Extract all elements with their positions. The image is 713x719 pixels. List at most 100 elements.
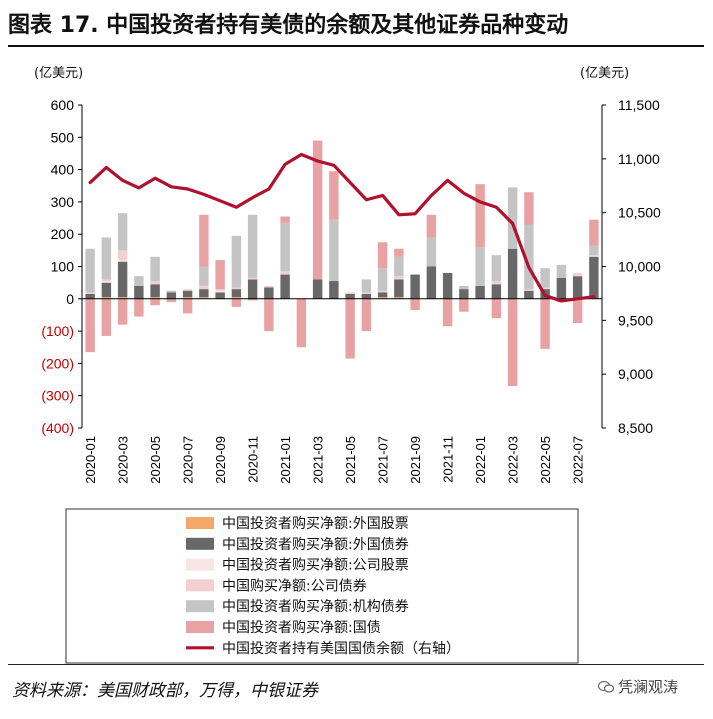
right-tick-label: 11,000 bbox=[618, 151, 660, 167]
bar-foreign_bonds bbox=[426, 266, 437, 299]
x-tick-label: 2020-01 bbox=[83, 436, 98, 484]
bar-agency_bonds bbox=[150, 256, 160, 282]
bar-treasuries bbox=[459, 298, 469, 312]
bar-corporate_bonds bbox=[572, 272, 583, 277]
holdings-line-layer bbox=[88, 152, 596, 303]
holdings-line bbox=[88, 152, 596, 303]
bar-agency_bonds bbox=[377, 268, 388, 291]
bar-corporate_bonds bbox=[199, 285, 209, 290]
bar-foreign_bonds bbox=[199, 289, 209, 298]
source-note: 资料来源：美国财政部，万得，中银证券 bbox=[12, 681, 318, 701]
x-tick-label: 2022-05 bbox=[538, 436, 553, 484]
bar-foreign_bonds bbox=[231, 289, 242, 298]
x-tick-label: 2020-11 bbox=[246, 436, 261, 483]
bar-treasuries bbox=[296, 298, 307, 348]
bar-treasuries bbox=[524, 192, 534, 225]
bar-corporate_bonds bbox=[85, 292, 95, 294]
left-tick-label: (100) bbox=[41, 323, 74, 339]
bar-treasuries bbox=[85, 298, 95, 353]
bar-corporate_bonds bbox=[524, 289, 534, 291]
left-axis-unit: (亿美元) bbox=[34, 66, 83, 81]
legend: 中国投资者购买净额:外国股票中国投资者购买净额:外国债券中国投资者购买净额:公司… bbox=[65, 508, 579, 664]
bar-treasuries bbox=[377, 242, 388, 269]
footer-divider bbox=[8, 664, 704, 665]
bar-treasuries bbox=[361, 298, 372, 332]
legend-swatch-corporate_bonds bbox=[186, 579, 214, 592]
x-tick-label: 2020-03 bbox=[116, 436, 131, 484]
right-tick-label: 10,500 bbox=[618, 205, 661, 221]
right-tick-label: 9,500 bbox=[618, 312, 653, 328]
bar-foreign_bonds bbox=[491, 284, 502, 299]
bars-layer bbox=[85, 140, 599, 387]
bar-foreign_stocks bbox=[199, 297, 209, 299]
x-tick-label: 2021-11 bbox=[441, 436, 456, 483]
bar-treasuries bbox=[264, 298, 274, 332]
bar-treasuries bbox=[312, 140, 323, 280]
legend-swatch-foreign_stocks bbox=[186, 517, 214, 529]
bar-corporate_stocks bbox=[117, 260, 128, 262]
bar-foreign_bonds bbox=[312, 279, 323, 299]
legend-swatch-foreign_bonds bbox=[186, 537, 214, 550]
bar-corporate_stocks bbox=[101, 281, 112, 283]
bar-corporate_bonds bbox=[150, 281, 160, 285]
left-tick-label: 400 bbox=[51, 162, 75, 178]
x-tick-label: 2021-05 bbox=[343, 436, 358, 484]
bar-foreign_bonds bbox=[556, 277, 567, 299]
bar-foreign_bonds bbox=[280, 274, 290, 299]
legend-label-corporate_stocks: 中国投资者购买净额:公司股票 bbox=[222, 558, 409, 574]
bar-foreign_bonds bbox=[215, 292, 225, 299]
bar-foreign_bonds bbox=[572, 276, 583, 299]
bar-treasuries bbox=[540, 298, 550, 349]
bar-corporate_bonds bbox=[394, 276, 404, 280]
left-tick-label: 0 bbox=[66, 291, 74, 307]
bar-foreign_bonds bbox=[150, 284, 160, 298]
bar-corporate_bonds bbox=[280, 271, 290, 275]
bar-agency_bonds bbox=[361, 279, 372, 293]
bar-treasuries bbox=[329, 171, 339, 220]
bar-treasuries bbox=[199, 214, 209, 267]
x-tick-label: 2021-03 bbox=[311, 436, 326, 484]
legend-box bbox=[65, 508, 579, 664]
bar-agency_bonds bbox=[459, 285, 469, 290]
bar-foreign_bonds bbox=[475, 285, 485, 299]
bar-treasuries bbox=[280, 216, 290, 223]
bar-treasuries bbox=[589, 219, 599, 246]
bar-foreign_stocks bbox=[377, 297, 388, 299]
bar-agency_bonds bbox=[329, 219, 339, 282]
x-tick-label: 2021-01 bbox=[278, 436, 293, 484]
bar-foreign_stocks bbox=[101, 297, 112, 299]
bar-treasuries bbox=[442, 298, 453, 327]
legend-label-corporate_bonds: 中国购买净额:公司债券 bbox=[222, 578, 367, 594]
bar-agency_bonds bbox=[247, 214, 258, 278]
bar-corporate_bonds bbox=[101, 279, 112, 282]
x-tick-label: 2020-07 bbox=[181, 436, 196, 484]
bar-treasuries bbox=[491, 298, 502, 319]
x-tick-label: 2021-09 bbox=[408, 436, 423, 484]
bar-agency_bonds bbox=[85, 248, 95, 293]
bar-agency_bonds bbox=[280, 222, 290, 272]
bar-treasuries bbox=[507, 298, 518, 387]
x-tick-label: 2022-07 bbox=[571, 436, 586, 484]
bar-foreign_bonds bbox=[117, 261, 128, 298]
bar-corporate_bonds bbox=[215, 289, 225, 291]
bar-agency_bonds bbox=[589, 245, 599, 256]
left-tick-label: 100 bbox=[51, 259, 75, 275]
bar-foreign_stocks bbox=[150, 297, 160, 299]
bar-treasuries bbox=[475, 184, 485, 248]
bar-foreign_bonds bbox=[85, 293, 95, 299]
right-tick-label: 11,500 bbox=[618, 97, 660, 113]
x-tick-label: 2021-07 bbox=[376, 436, 391, 484]
legend-label-foreign_stocks: 中国投资者购买净额:外国股票 bbox=[222, 516, 409, 532]
bar-foreign_stocks bbox=[117, 297, 128, 299]
bar-corporate_bonds bbox=[361, 292, 372, 294]
legend-swatch-agency_bonds bbox=[186, 600, 214, 613]
bar-agency_bonds bbox=[540, 268, 550, 288]
left-tick-label: 500 bbox=[51, 129, 75, 145]
bar-foreign_bonds bbox=[459, 289, 469, 299]
bar-foreign_bonds bbox=[524, 290, 534, 299]
bar-foreign_bonds bbox=[182, 290, 193, 298]
legend-label-foreign_bonds: 中国投资者购买净额:外国债券 bbox=[222, 537, 409, 553]
bar-foreign_bonds bbox=[394, 279, 404, 298]
legend-label-agency_bonds: 中国投资者购买净额:机构债券 bbox=[222, 599, 409, 615]
bar-foreign_stocks bbox=[231, 297, 242, 299]
